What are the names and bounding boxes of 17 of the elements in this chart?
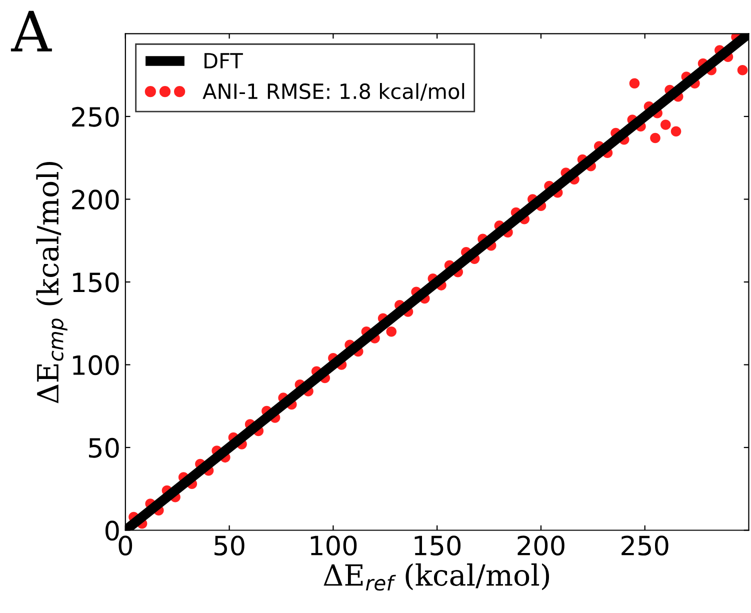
y-tick-label: 200 bbox=[72, 190, 119, 210]
x-tick-label: 250 bbox=[622, 536, 668, 556]
y-tick-label: 250 bbox=[72, 106, 119, 127]
text: A bbox=[10, 10, 52, 52]
y-tick-label: 150 bbox=[73, 272, 119, 292]
y-axis-title: ΔE$_{cmp}$ (kcal/mol) bbox=[36, 162, 68, 404]
x-tick-label: 200 bbox=[518, 536, 564, 556]
x-tick-label: 0 bbox=[118, 536, 132, 556]
y-tick-label: 100 bbox=[73, 355, 119, 376]
x-tick-label: 100 bbox=[310, 536, 357, 556]
legend-label: ANI-1 RMSE: 1.8 kcal/mol bbox=[202, 83, 464, 101]
x-axis-title: ΔE$_{ref}$ (kcal/mol) bbox=[324, 563, 549, 591]
x-tick-label: 150 bbox=[414, 536, 461, 556]
x-tick-label: 50 bbox=[214, 536, 244, 556]
y-tick-label: 0 bbox=[106, 520, 119, 541]
y-tick-label: 50 bbox=[89, 438, 119, 458]
legend-label: DFT bbox=[204, 53, 243, 68]
